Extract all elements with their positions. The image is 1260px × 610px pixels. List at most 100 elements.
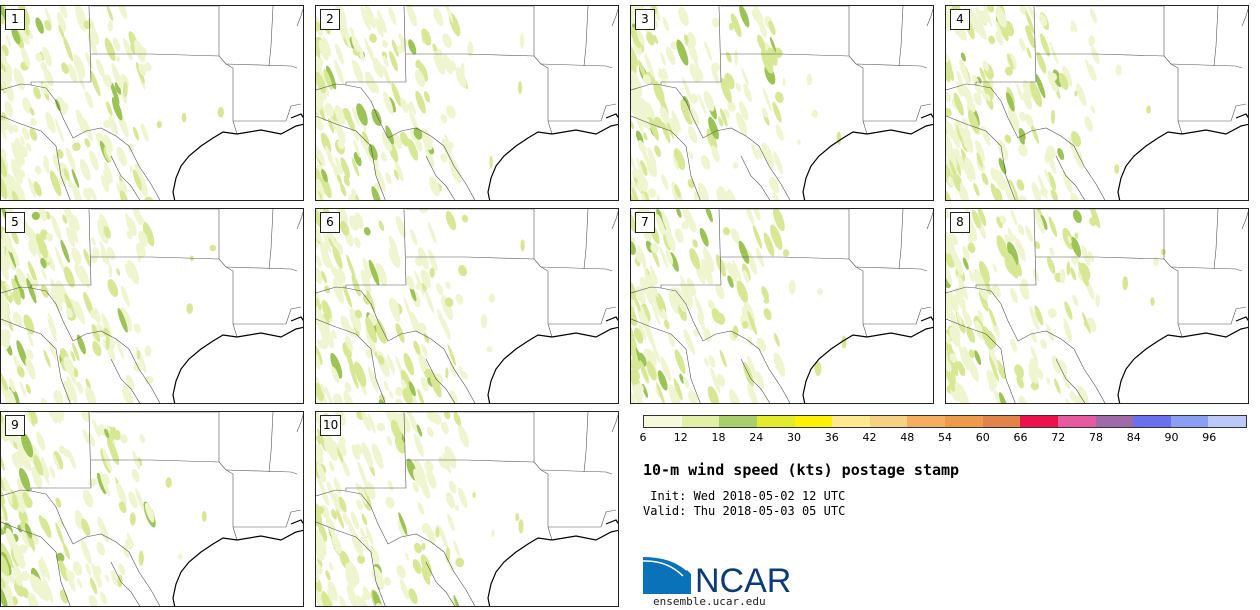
wind-patch	[71, 247, 82, 265]
coastline	[487, 334, 553, 403]
wind-patch	[688, 126, 698, 144]
wind-patch	[377, 355, 385, 365]
wind-patch	[35, 233, 48, 259]
colorbar-swatch	[1057, 416, 1096, 427]
wind-patch	[746, 336, 753, 347]
wind-patch	[76, 334, 86, 355]
state-border	[548, 103, 617, 122]
wind-patch	[40, 556, 51, 582]
wind-patch	[85, 563, 92, 576]
colorbar	[643, 415, 1247, 428]
wind-patch	[1030, 331, 1037, 343]
state-border	[975, 209, 1037, 288]
wind-patch	[342, 460, 350, 477]
wind-patch	[316, 516, 322, 527]
wind-patch	[124, 387, 131, 398]
wind-patch	[646, 158, 658, 178]
wind-patch	[23, 314, 35, 335]
wind-patch	[960, 52, 966, 62]
colorbar-tick-label: 48	[900, 431, 915, 444]
wind-patch	[364, 484, 371, 497]
wind-patch	[8, 378, 16, 393]
wind-patch	[316, 80, 324, 106]
wind-patch	[343, 390, 354, 403]
state-border	[91, 256, 220, 260]
coastline	[551, 529, 618, 541]
wind-patch	[1029, 305, 1040, 332]
wind-field	[1, 209, 217, 403]
wind-patch	[1, 285, 7, 306]
wind-patch	[636, 181, 643, 192]
state-border	[1170, 63, 1243, 69]
wind-patch	[702, 260, 712, 279]
wind-patch	[660, 52, 667, 66]
wind-patch	[1, 148, 7, 158]
wind-patch	[140, 123, 149, 142]
wind-patch	[23, 412, 32, 424]
wind-patch	[988, 383, 995, 392]
wind-patch	[1030, 381, 1040, 391]
wind-patch	[345, 350, 356, 375]
wind-patch	[131, 469, 140, 483]
wind-patch	[946, 259, 953, 286]
member-number-label: 2	[320, 9, 340, 30]
wind-patch	[688, 151, 694, 160]
wind-patch	[58, 24, 65, 39]
wind-patch	[640, 276, 650, 295]
wind-patch	[415, 138, 423, 152]
wind-patch	[445, 281, 451, 290]
wind-patch	[85, 387, 97, 403]
wind-patch	[317, 428, 327, 452]
wind-patch	[962, 309, 968, 319]
wind-patch	[319, 316, 326, 333]
wind-patch	[333, 393, 343, 403]
figure-title: 10-m wind speed (kts) postage stamp	[643, 461, 960, 479]
state-border	[540, 266, 613, 272]
wind-patch	[413, 542, 422, 554]
wind-patch	[429, 176, 440, 197]
wind-patch	[17, 366, 25, 378]
wind-patch	[654, 145, 661, 157]
wind-patch	[981, 89, 987, 100]
wind-patch	[124, 263, 132, 279]
wind-patch	[1070, 192, 1080, 200]
wind-patch	[20, 432, 34, 458]
wind-patch	[105, 335, 110, 350]
wind-patch	[811, 109, 819, 118]
wind-patch	[410, 229, 418, 246]
state-border	[660, 209, 722, 288]
wind-patch	[421, 128, 433, 151]
wind-patch	[704, 357, 709, 367]
wind-patch	[949, 326, 961, 348]
wind-patch	[667, 333, 675, 348]
wind-patch	[445, 547, 451, 563]
wind-patch	[420, 377, 429, 392]
wind-patch	[120, 91, 128, 104]
wind-patch	[707, 386, 720, 403]
wind-patch	[954, 381, 967, 403]
state-border	[225, 63, 298, 69]
wind-patch	[328, 228, 337, 247]
wind-patch	[962, 245, 970, 261]
wind-patch	[335, 43, 344, 65]
state-border	[30, 6, 92, 85]
wind-patch	[642, 176, 649, 187]
wind-patch	[755, 371, 764, 388]
wind-patch	[1007, 241, 1019, 266]
wind-patch	[96, 323, 105, 338]
wind-patch	[647, 188, 657, 198]
wind-patch	[806, 73, 813, 86]
wind-patch	[449, 362, 457, 377]
wind-patch	[955, 287, 966, 311]
wind-patch	[423, 332, 430, 344]
wind-patch	[400, 369, 413, 396]
wind-patch	[946, 144, 950, 154]
wind-patch	[365, 328, 377, 353]
wind-patch	[415, 283, 421, 291]
wind-patch	[946, 359, 952, 373]
wind-patch	[345, 109, 355, 132]
wind-patch	[1007, 53, 1014, 70]
wind-patch	[318, 523, 328, 542]
wind-patch	[443, 54, 453, 75]
wind-patch	[367, 413, 376, 434]
